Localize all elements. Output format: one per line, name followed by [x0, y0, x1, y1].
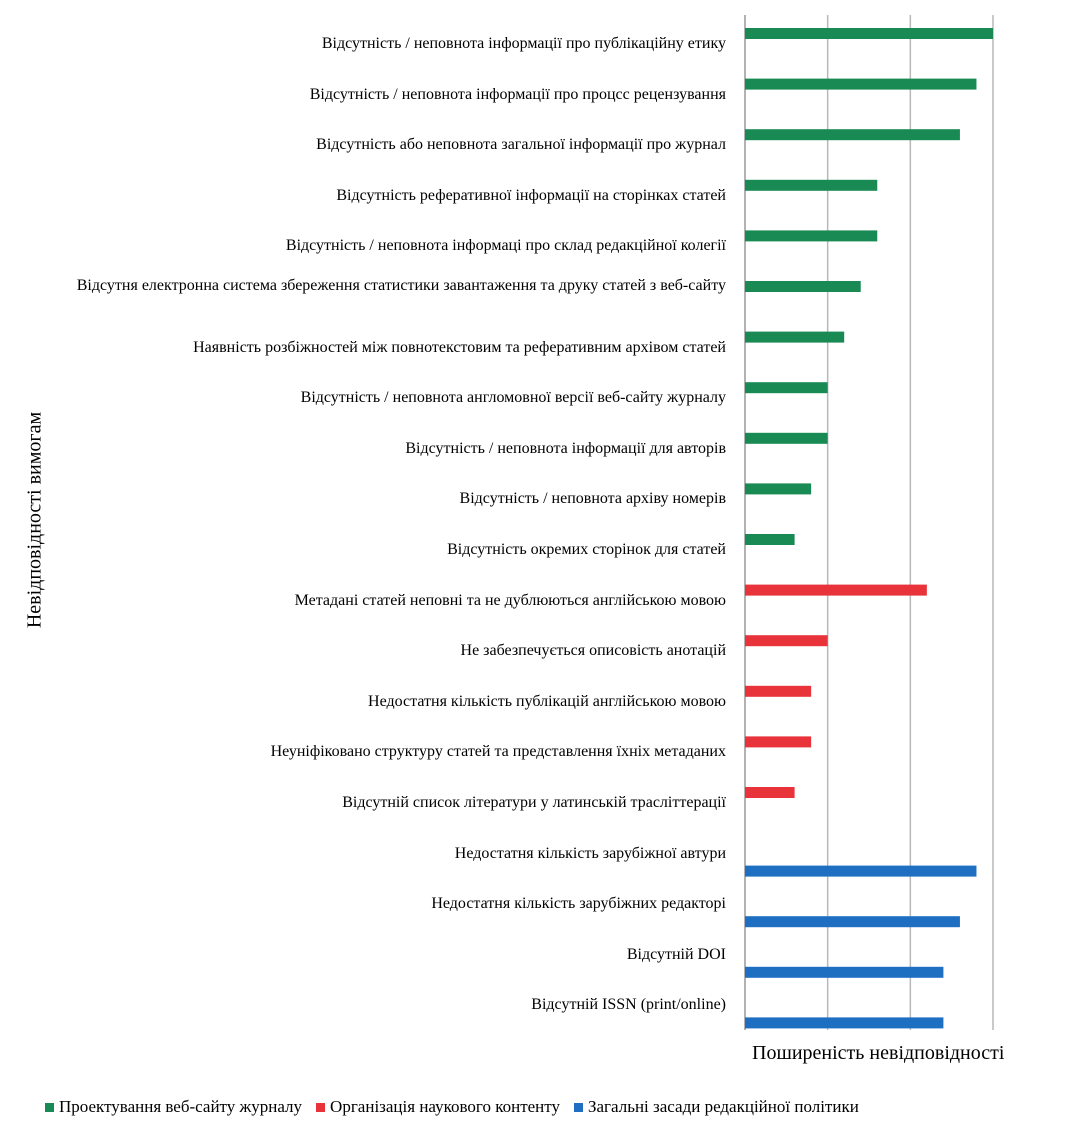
bar: [745, 432, 828, 444]
legend-label: Організація наукового контенту: [330, 1097, 560, 1116]
bar: [745, 736, 812, 748]
category-label: Відсутність окремих сторінок для статей: [447, 541, 726, 558]
category-label: Відсутній список літератури у латинській…: [342, 794, 726, 811]
category-label: Відсутність / неповнота інформації для а…: [405, 439, 726, 457]
legend-item: Загальні засади редакційної політики: [573, 1097, 859, 1117]
category-label: Відсутність / неповнота англомовної верс…: [300, 389, 726, 407]
gridlines: [744, 15, 994, 1030]
category-label: Відсутня електронна система збереження с…: [76, 277, 726, 294]
category-label: Недостатня кількість зарубіжних редактор…: [431, 895, 726, 913]
bar: [745, 230, 878, 242]
category-label: Відсутність / неповнота інформації про п…: [321, 35, 726, 52]
bar: [745, 865, 977, 877]
category-label: Неуніфіковано структуру статей та предст…: [270, 743, 726, 761]
bar: [745, 787, 795, 798]
bar: [745, 534, 795, 545]
bar: [745, 1017, 944, 1029]
category-label: Метадані статей неповні та не дублюються…: [294, 591, 726, 609]
category-label: Відсутність / неповнота архіву номерів: [459, 490, 726, 508]
category-label: Недостатня кількість зарубіжної автури: [454, 844, 726, 862]
bar: [745, 382, 828, 394]
bar: [745, 966, 944, 978]
bar: [745, 584, 927, 596]
bar: [745, 129, 960, 141]
x-axis-title: Поширеність невідповідності: [752, 1042, 1005, 1064]
bar: [745, 28, 993, 39]
category-label: Відсутній DOI: [626, 945, 726, 963]
category-label: Наявність розбіжностей між повнотекстови…: [193, 338, 726, 356]
legend-swatch: [45, 1102, 54, 1112]
bar: [745, 78, 977, 90]
bar: [745, 281, 861, 292]
bars: [745, 28, 993, 1029]
bar: [745, 483, 812, 495]
bar: [745, 635, 828, 647]
category-label: Недостатня кількість публікацій англійсь…: [368, 692, 726, 710]
bar: [745, 685, 812, 697]
bar: [745, 331, 845, 343]
y-axis-title: Невідповідності вимогам: [23, 411, 46, 629]
legend-item: Організація наукового контенту: [316, 1097, 560, 1117]
legend-label: Загальні засади редакційної політики: [587, 1097, 859, 1116]
bar: [745, 179, 878, 191]
category-label: Відсутність / неповнота інформаці про ск…: [285, 237, 726, 255]
legend-swatch: [316, 1102, 326, 1112]
category-label: Відсутність реферативної інформації на с…: [336, 186, 726, 204]
bar: [745, 916, 960, 928]
category-label: Відсутність / неповнота інформації про п…: [309, 85, 726, 103]
legend-label: Проектування веб-сайту журналу: [59, 1097, 303, 1116]
legend: Проектування веб-сайту журналу Організаці…: [45, 1097, 873, 1117]
legend-item: Проектування веб-сайту журналу: [45, 1097, 302, 1117]
legend-swatch: [573, 1102, 583, 1112]
category-label: Відсутній ISSN (print/online): [531, 996, 726, 1014]
category-label: Відсутність або неповнота загальної інфо…: [316, 136, 726, 154]
category-label: Не забезпечується описовість анотацій: [460, 642, 726, 660]
